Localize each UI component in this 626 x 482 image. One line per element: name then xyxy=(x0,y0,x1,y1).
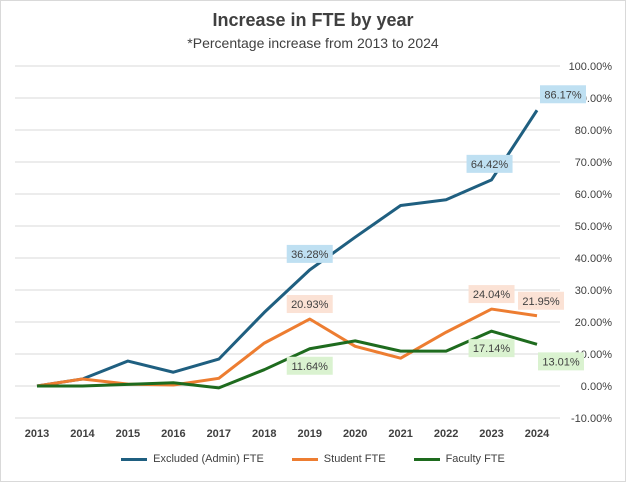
y-tick-label: 80.00% xyxy=(575,125,613,137)
legend-item: Student FTE xyxy=(291,453,386,465)
x-tick-label: 2023 xyxy=(479,428,503,440)
chart-title: Increase in FTE by year xyxy=(212,10,414,30)
x-tick-label: 2019 xyxy=(297,428,321,440)
legend: Excluded (Admin) FTE Student FTE Faculty F… xyxy=(0,453,626,465)
x-tick-label: 2017 xyxy=(207,428,231,440)
x-tick-label: 2013 xyxy=(25,428,49,440)
legend-swatch xyxy=(291,457,318,461)
data-label-box xyxy=(468,285,515,304)
data-label: 21.95% xyxy=(522,296,560,308)
x-tick-label: 2014 xyxy=(70,428,95,440)
y-tick-label: 40.00% xyxy=(575,253,613,265)
y-tick-label: 60.00% xyxy=(575,189,613,201)
data-label-box xyxy=(286,295,333,314)
data-label: 24.04% xyxy=(473,289,511,301)
data-label-box xyxy=(286,244,333,263)
data-label-box xyxy=(466,154,513,173)
data-label: 11.64% xyxy=(291,361,328,373)
data-label-box xyxy=(468,339,515,358)
x-tick-label: 2016 xyxy=(161,428,185,440)
data-label-box xyxy=(518,291,564,310)
series-line-0 xyxy=(36,109,539,388)
x-tick-label: 2024 xyxy=(525,428,550,440)
data-label: 20.93% xyxy=(291,299,329,311)
data-label-box xyxy=(286,356,333,375)
data-label: 36.28% xyxy=(291,249,329,261)
data-label-box xyxy=(538,352,584,371)
y-tick-label: 10.00% xyxy=(575,349,613,361)
y-tick-label: -10.00% xyxy=(571,413,612,425)
legend-item: Faculty FTE xyxy=(413,453,505,465)
y-tick-label: 20.00% xyxy=(575,317,613,329)
data-label: 64.42% xyxy=(471,159,509,171)
chart-subtitle: *Percentage increase from 2013 to 2024 xyxy=(187,35,439,51)
y-tick-label: 50.00% xyxy=(575,221,613,233)
x-tick-label: 2018 xyxy=(252,428,276,440)
legend-swatch xyxy=(413,457,440,461)
y-tick-label: 70.00% xyxy=(575,157,613,169)
x-tick-label: 2020 xyxy=(343,428,367,440)
y-tick-label: 100.00% xyxy=(569,61,613,73)
legend-label: Faculty FTE xyxy=(445,453,505,465)
x-tick-label: 2015 xyxy=(116,428,140,440)
data-label: 86.17% xyxy=(544,89,582,101)
legend-item: Excluded (Admin) FTE xyxy=(121,453,264,465)
data-label: 17.14% xyxy=(473,343,511,355)
x-tick-label: 2022 xyxy=(434,428,458,440)
legend-label: Student FTE xyxy=(323,453,386,465)
legend-label: Excluded (Admin) FTE xyxy=(153,453,264,465)
data-label: 13.01% xyxy=(542,356,580,368)
x-tick-label: 2021 xyxy=(388,428,412,440)
legend-swatch xyxy=(121,457,148,461)
y-tick-label: 30.00% xyxy=(575,285,613,297)
y-tick-label: 0.00% xyxy=(581,381,612,393)
data-label-box xyxy=(540,85,586,104)
